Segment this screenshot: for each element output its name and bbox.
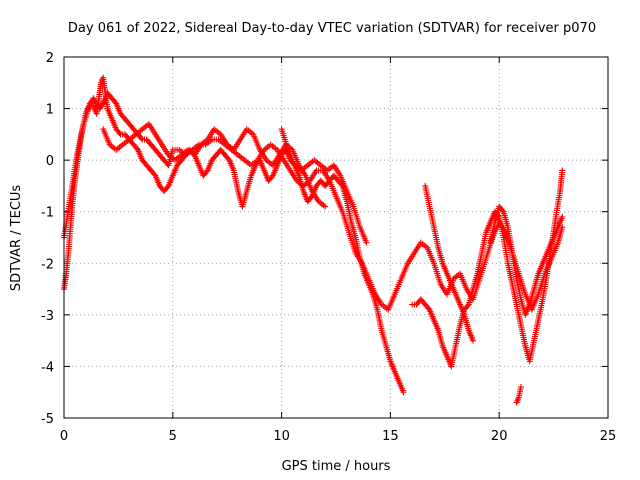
y-tick-label: -1 <box>41 206 54 221</box>
data-point <box>164 184 171 191</box>
data-point <box>363 239 370 246</box>
plot-frame <box>63 56 609 419</box>
data-points <box>61 74 566 406</box>
y-tick-label: -2 <box>41 257 54 272</box>
y-tick-label: 0 <box>46 154 54 169</box>
y-tick-label: -5 <box>41 412 54 427</box>
y-tick-label: -3 <box>41 309 54 324</box>
data-point <box>268 173 275 180</box>
data-point <box>112 99 119 106</box>
grid-lines <box>64 57 608 418</box>
x-tick-label: 20 <box>491 429 508 444</box>
data-point <box>400 389 407 396</box>
data-point <box>151 171 158 178</box>
x-tick-label: 0 <box>60 429 68 444</box>
data-point <box>425 305 432 312</box>
y-axis-label: SDTVAR / TECUs <box>9 185 24 292</box>
x-tick-label: 10 <box>273 429 290 444</box>
data-point <box>499 207 506 214</box>
data-point <box>307 194 314 201</box>
data-point <box>203 168 210 175</box>
data-point <box>116 130 123 137</box>
axis-ticks: 0 5 10 15 20 25 -5 -4 -3 -2 -1 0 1 2 <box>41 51 616 444</box>
x-axis-label: GPS time / hours <box>282 459 391 474</box>
data-point <box>225 155 232 162</box>
data-point <box>559 213 566 220</box>
data-point <box>517 384 524 391</box>
data-point <box>322 203 329 210</box>
x-tick-label: 5 <box>169 429 177 444</box>
chart-title: Day 061 of 2022, Sidereal Day-to-day VTE… <box>68 21 596 36</box>
y-tick-label: -4 <box>41 360 54 375</box>
data-point <box>559 167 566 174</box>
x-tick-label: 15 <box>382 429 399 444</box>
data-point <box>138 135 145 142</box>
data-point <box>133 145 140 152</box>
y-tick-label: 1 <box>46 103 54 118</box>
y-tick-label: 2 <box>46 51 54 66</box>
x-tick-label: 25 <box>600 429 617 444</box>
data-point <box>470 337 477 344</box>
data-point <box>464 302 471 309</box>
